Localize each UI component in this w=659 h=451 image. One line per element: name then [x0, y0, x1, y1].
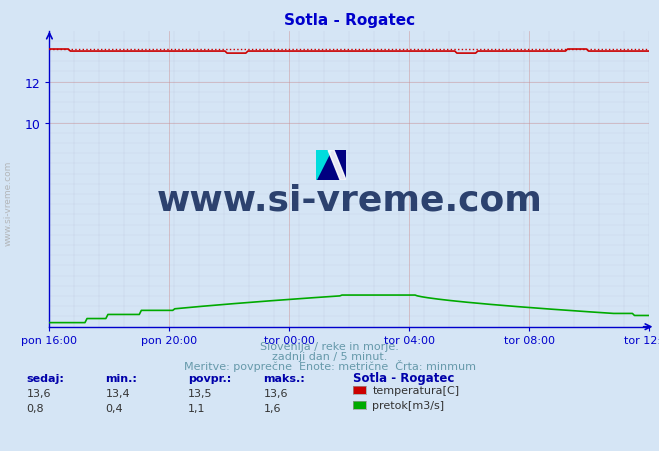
Title: Sotla - Rogatec: Sotla - Rogatec: [284, 13, 415, 28]
Text: Slovenija / reke in morje.: Slovenija / reke in morje.: [260, 341, 399, 351]
Polygon shape: [316, 151, 346, 180]
Text: 0,8: 0,8: [26, 403, 44, 413]
Text: povpr.:: povpr.:: [188, 373, 231, 383]
Polygon shape: [328, 151, 346, 180]
Polygon shape: [316, 151, 331, 180]
Text: 13,5: 13,5: [188, 388, 212, 398]
Text: www.si-vreme.com: www.si-vreme.com: [156, 183, 542, 217]
Text: maks.:: maks.:: [264, 373, 305, 383]
Text: 13,6: 13,6: [264, 388, 288, 398]
Text: www.si-vreme.com: www.si-vreme.com: [3, 161, 13, 245]
Polygon shape: [316, 151, 346, 180]
Text: 1,1: 1,1: [188, 403, 206, 413]
Text: Meritve: povprečne  Enote: metrične  Črta: minmum: Meritve: povprečne Enote: metrične Črta:…: [183, 359, 476, 371]
Text: Sotla - Rogatec: Sotla - Rogatec: [353, 371, 454, 384]
Text: temperatura[C]: temperatura[C]: [372, 385, 459, 395]
Text: 13,6: 13,6: [26, 388, 51, 398]
Text: pretok[m3/s]: pretok[m3/s]: [372, 400, 444, 410]
Text: 0,4: 0,4: [105, 403, 123, 413]
Text: sedaj:: sedaj:: [26, 373, 64, 383]
Text: 1,6: 1,6: [264, 403, 281, 413]
Text: 13,4: 13,4: [105, 388, 130, 398]
Text: min.:: min.:: [105, 373, 137, 383]
Text: zadnji dan / 5 minut.: zadnji dan / 5 minut.: [272, 351, 387, 361]
